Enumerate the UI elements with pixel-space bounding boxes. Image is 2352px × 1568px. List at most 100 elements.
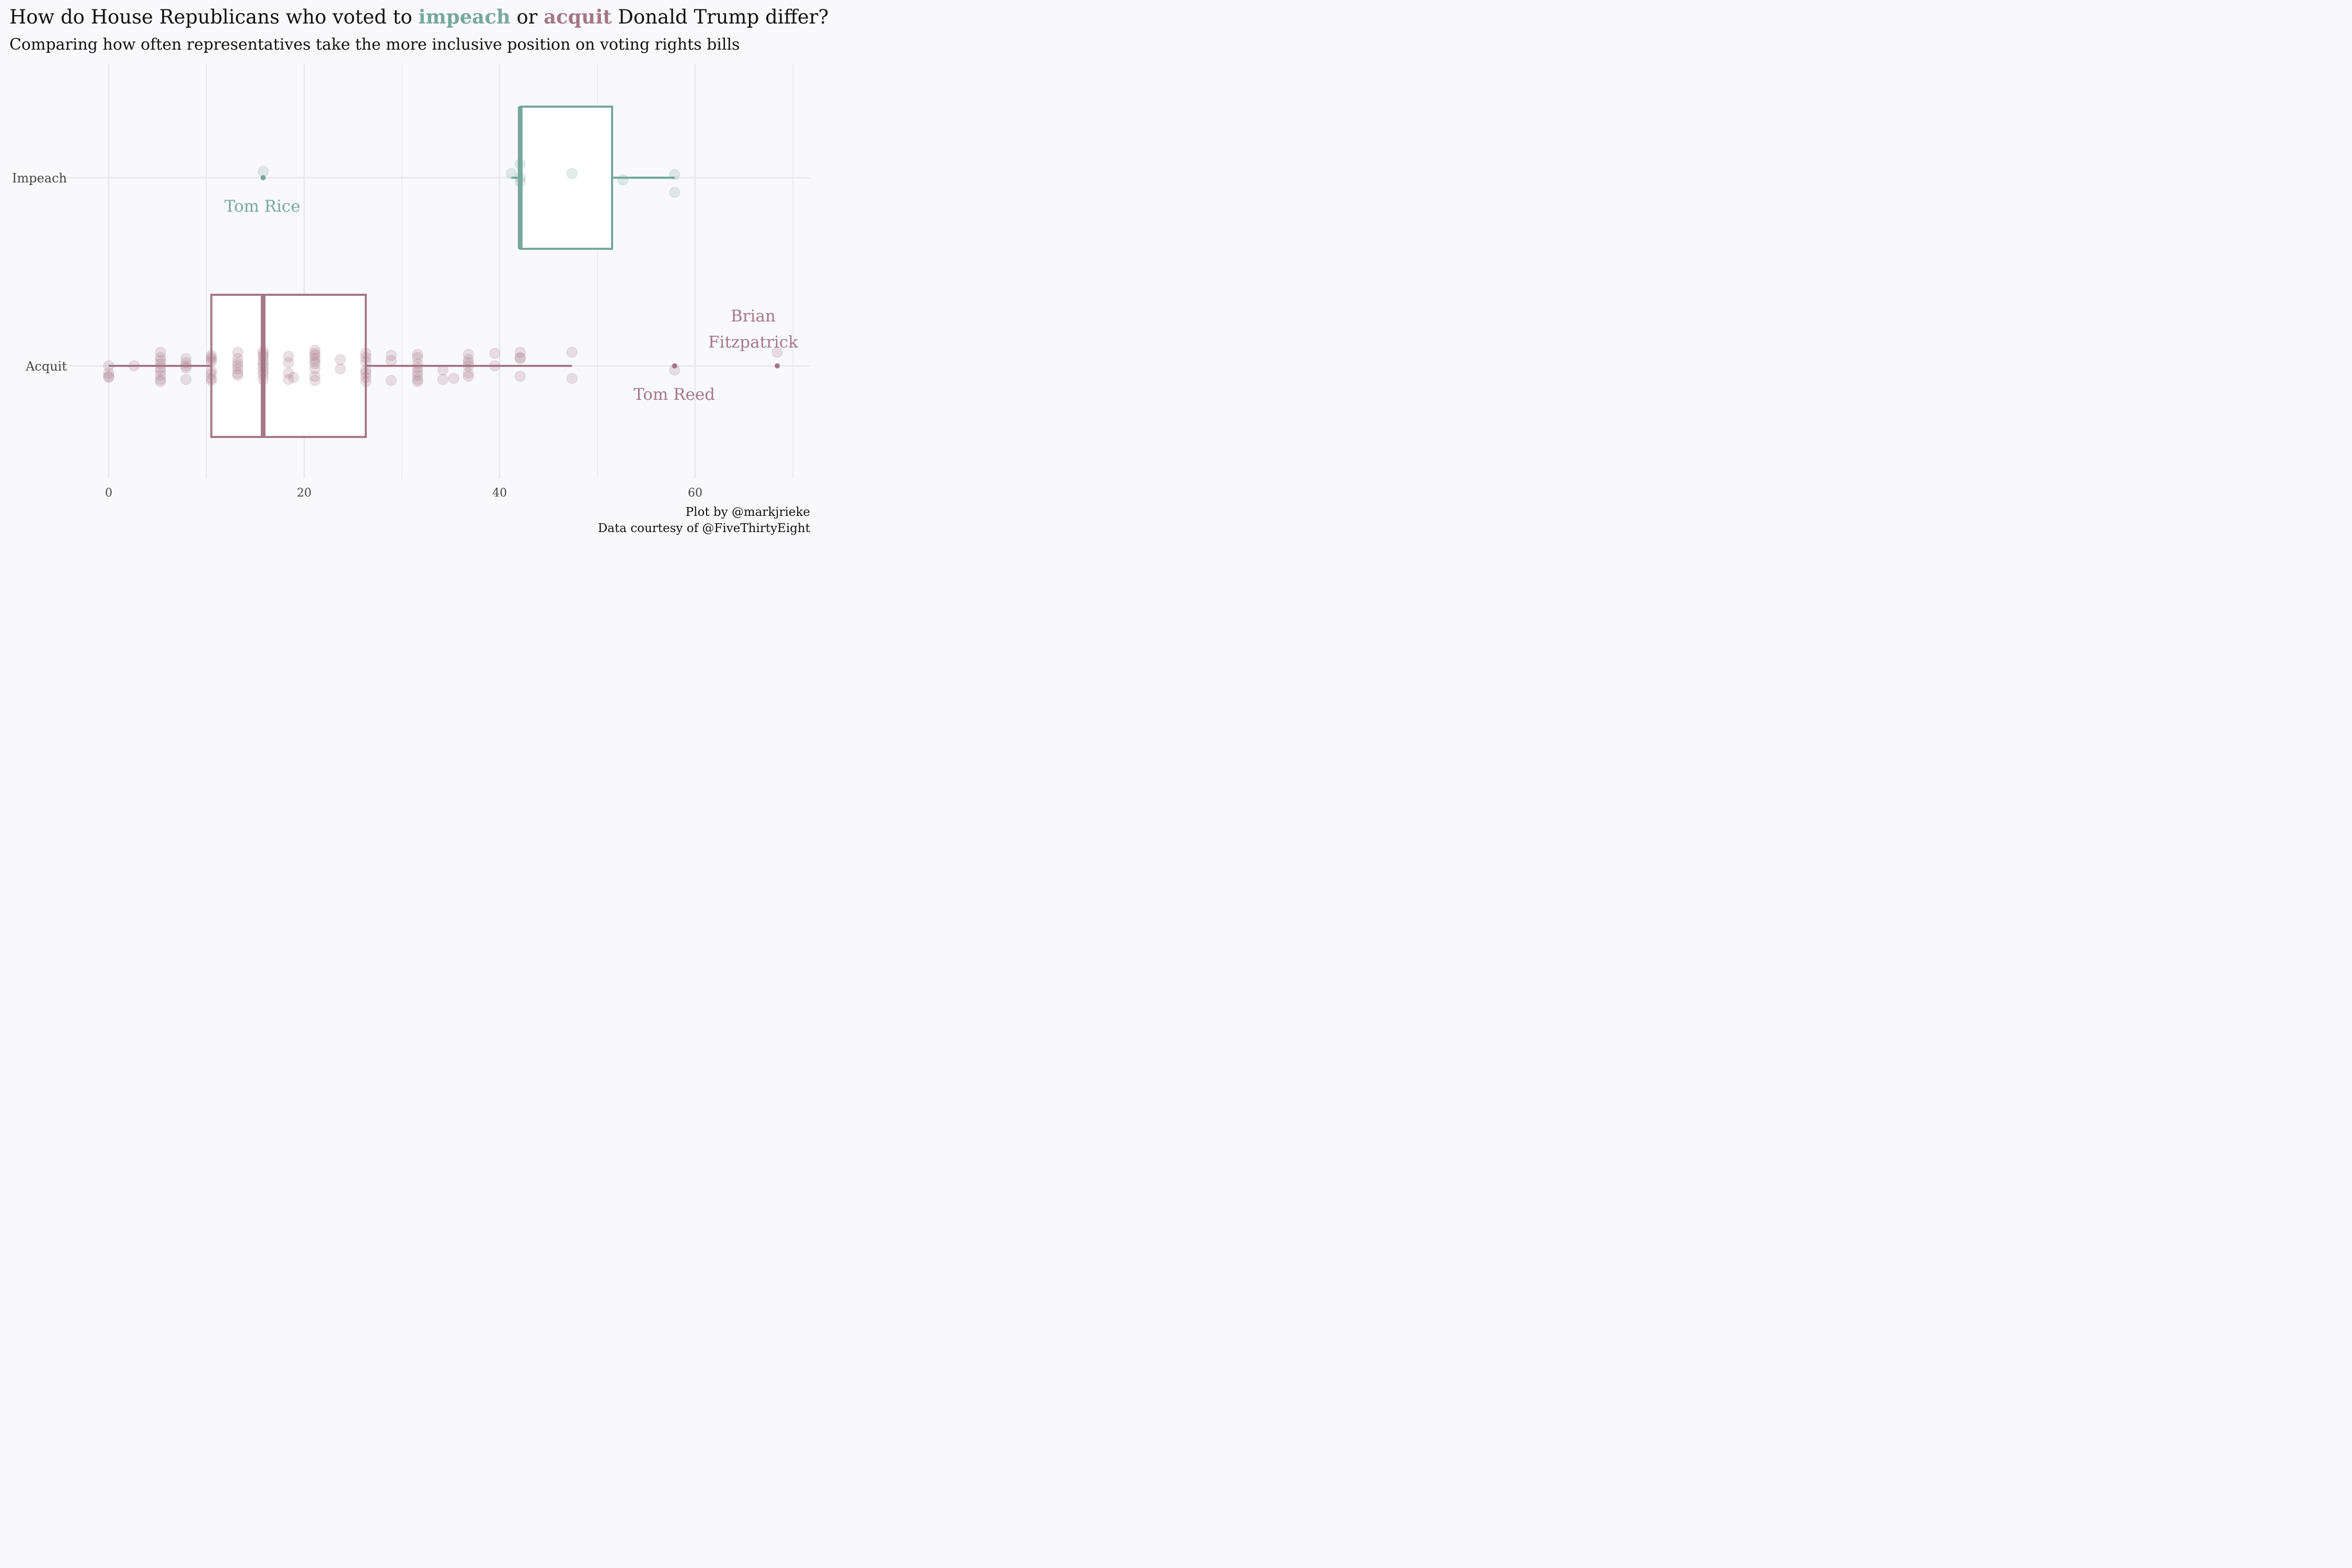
acquit-point <box>360 356 372 367</box>
acquit-point <box>155 365 166 377</box>
acquit-point <box>257 355 269 366</box>
acquit-point <box>489 348 501 359</box>
outlier-points <box>260 175 780 368</box>
acquit-point <box>232 353 244 364</box>
acquit-point <box>205 368 217 380</box>
x-tick-label: 0 <box>105 487 112 500</box>
acquit-point <box>232 347 244 358</box>
acquit-point <box>257 374 269 385</box>
acquit-point <box>205 356 217 367</box>
acquit-point <box>309 358 321 370</box>
acquit-point <box>205 354 217 365</box>
annotation-label: Tom Reed <box>633 385 715 404</box>
acquit-point <box>309 375 321 386</box>
acquit-point <box>335 354 346 365</box>
acquit-point <box>287 372 299 383</box>
acquit-point <box>103 372 114 383</box>
acquit-point <box>155 370 166 381</box>
impeach-outlier <box>260 175 266 180</box>
annotation-label: Brian <box>731 307 776 326</box>
acquit-point <box>514 347 526 358</box>
acquit-point <box>155 362 166 374</box>
acquit-point <box>360 376 372 387</box>
impeach-box <box>519 106 614 250</box>
acquit-point <box>257 368 269 380</box>
acquit-point <box>283 374 294 385</box>
acquit-point <box>437 374 449 385</box>
acquit-point <box>309 353 321 364</box>
impeach-point <box>505 168 517 179</box>
acquit-point <box>103 371 114 382</box>
acquit-point <box>360 348 372 359</box>
acquit-point <box>463 349 474 360</box>
caption-source: Data courtesy of @FiveThirtyEight <box>597 522 810 535</box>
impeach-point <box>617 174 629 186</box>
box-layer <box>109 106 675 438</box>
acquit-point <box>180 362 192 374</box>
caption: Plot by @markjrieke Data courtesy of @Fi… <box>598 504 810 537</box>
acquit-point <box>283 367 294 379</box>
acquit-point <box>360 352 372 363</box>
acquit-point <box>412 374 423 385</box>
acquit-point <box>412 349 423 360</box>
acquit-point <box>129 360 140 372</box>
x-tick-label: 40 <box>492 487 507 500</box>
acquit-point <box>385 375 397 386</box>
acquit-point <box>463 357 474 368</box>
acquit-point <box>463 367 474 379</box>
x-tick-label: 20 <box>297 487 312 500</box>
acquit-point <box>283 351 294 362</box>
acquit-point <box>412 376 423 387</box>
acquit-point <box>437 364 449 376</box>
annotation-labels: Tom Rice Brian Fitzpatrick Tom Reed <box>224 197 798 404</box>
acquit-point <box>232 360 244 372</box>
acquit-point <box>205 352 217 363</box>
x-axis: 0 20 40 60 <box>105 487 702 500</box>
acquit-point <box>566 347 578 358</box>
acquit-point <box>155 347 166 358</box>
acquit-point <box>205 375 217 386</box>
acquit-point <box>309 348 321 359</box>
acquit-point <box>205 365 217 377</box>
grid-lines <box>56 64 810 478</box>
acquit-point <box>283 357 294 368</box>
acquit-point <box>155 374 166 385</box>
acquit-point <box>309 363 321 375</box>
acquit-point <box>180 357 192 368</box>
acquit-point <box>257 349 269 360</box>
x-tick-label: 60 <box>688 487 702 500</box>
acquit-point <box>412 358 423 370</box>
acquit-point <box>463 371 474 382</box>
acquit-point <box>463 354 474 365</box>
acquit-point <box>180 374 192 385</box>
acquit-point <box>448 373 459 384</box>
acquit-point <box>232 367 244 379</box>
acquit-point <box>385 350 397 361</box>
acquit-point <box>155 376 166 387</box>
caption-author: Plot by @markjrieke <box>685 505 810 519</box>
acquit-point <box>412 366 423 378</box>
impeach-point <box>669 187 681 198</box>
acquit-point <box>309 350 321 361</box>
chart-subtitle: Comparing how often representatives take… <box>9 36 740 54</box>
acquit-point <box>309 371 321 382</box>
acquit-point <box>257 351 269 362</box>
acquit-point <box>180 353 192 364</box>
acquit-point <box>412 362 423 374</box>
acquit-point <box>257 358 269 370</box>
title-suffix: Donald Trump differ? <box>612 6 829 28</box>
acquit-point <box>385 355 397 366</box>
acquit-box <box>210 294 367 438</box>
acquit-point <box>309 356 321 367</box>
title-impeach-word: impeach <box>418 5 511 28</box>
acquit-point <box>360 364 372 376</box>
annotation-label: Fitzpatrick <box>708 333 798 352</box>
acquit-point <box>566 373 578 384</box>
title-middle: or <box>510 6 544 28</box>
acquit-point <box>155 355 166 366</box>
acquit-point <box>335 363 346 375</box>
acquit-point <box>155 358 166 370</box>
acquit-point <box>514 352 526 363</box>
title-acquit-word: acquit <box>544 5 612 28</box>
acquit-point <box>360 367 372 379</box>
